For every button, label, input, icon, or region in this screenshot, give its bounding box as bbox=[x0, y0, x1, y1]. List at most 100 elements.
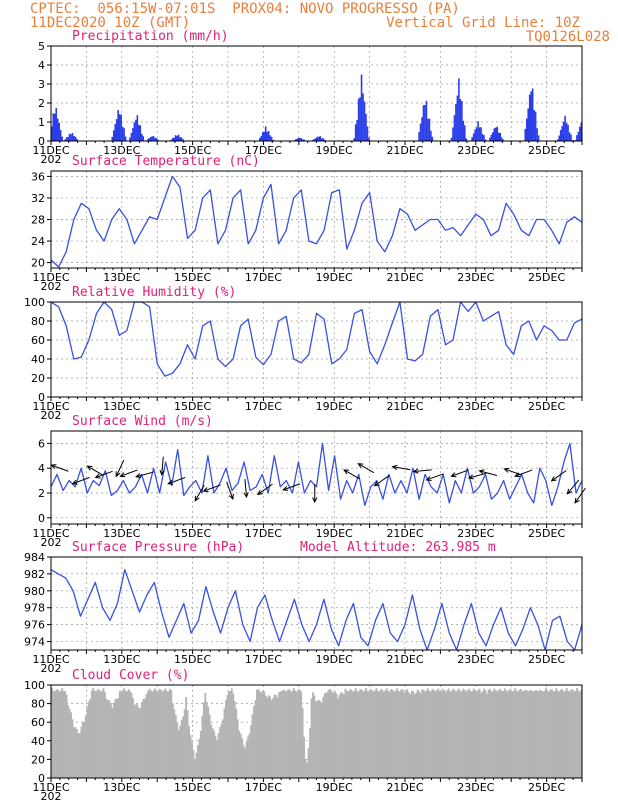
wind-arrow bbox=[503, 467, 522, 476]
cloud-bar bbox=[313, 695, 316, 778]
cloud-bar bbox=[176, 722, 179, 778]
cloud-bar bbox=[494, 690, 497, 778]
cloud-bar bbox=[199, 730, 202, 778]
precip-bar bbox=[528, 94, 531, 141]
precip-bar bbox=[428, 118, 431, 141]
cloud-bar bbox=[154, 688, 157, 778]
cloud-bar bbox=[107, 700, 109, 778]
cloud-bar bbox=[71, 719, 74, 778]
wind-arrow-head bbox=[566, 488, 573, 495]
x-tick-label: 15DEC bbox=[174, 781, 211, 794]
cloud-bar bbox=[441, 688, 444, 778]
cloud-bar bbox=[166, 691, 168, 778]
precip-bar bbox=[149, 137, 152, 141]
precip-bar bbox=[139, 125, 142, 141]
y-tick-label: 982 bbox=[24, 568, 45, 581]
cloud-bar bbox=[102, 688, 105, 778]
cloud-bar bbox=[250, 725, 252, 778]
wind-arrow-head bbox=[256, 489, 263, 496]
wind-arrow bbox=[412, 468, 432, 474]
cloud-bar bbox=[520, 688, 522, 778]
precip-title: Precipitation (mm/h) bbox=[72, 29, 229, 44]
cloud-bar bbox=[419, 693, 422, 778]
precip-bar bbox=[148, 138, 150, 141]
cloud-bar bbox=[171, 703, 174, 778]
cloud-bar bbox=[99, 691, 102, 778]
wind-arrow-head bbox=[94, 473, 101, 479]
wind-arrow bbox=[373, 475, 390, 487]
precip-bar bbox=[353, 138, 355, 141]
wind-arrow bbox=[86, 465, 104, 476]
precip-bar bbox=[71, 133, 74, 141]
precip-bar bbox=[70, 134, 72, 141]
x-tick-label: 21DEC bbox=[386, 781, 423, 794]
precip-bar bbox=[531, 88, 534, 141]
cloud-bar bbox=[415, 692, 418, 778]
wind-arrow-shaft bbox=[392, 466, 411, 471]
cloud-bar bbox=[139, 708, 142, 778]
cloud-bar bbox=[399, 691, 401, 778]
precip-bar bbox=[500, 137, 503, 141]
precip-bar bbox=[425, 100, 428, 141]
cloud-bar bbox=[289, 691, 292, 778]
precip-bar bbox=[260, 135, 263, 141]
cloud-bar bbox=[270, 700, 273, 778]
cloud-bar bbox=[79, 732, 81, 778]
wind-arrow-head bbox=[412, 468, 419, 474]
precip-bar bbox=[571, 139, 574, 141]
x-tick-label: 19DEC bbox=[316, 653, 353, 666]
precip-bar bbox=[65, 137, 68, 141]
cloud-bar bbox=[152, 690, 155, 778]
precip-bar bbox=[568, 132, 571, 141]
cloud-bar bbox=[502, 691, 505, 778]
cloud-bar bbox=[163, 690, 165, 778]
cloud-bar bbox=[551, 689, 553, 778]
cloud-bar bbox=[475, 691, 478, 778]
cloud-bar bbox=[278, 692, 280, 778]
x-tick-label: 21DEC bbox=[386, 271, 423, 284]
cloud-bar bbox=[350, 689, 353, 778]
cloud-bar bbox=[553, 690, 556, 778]
cloud-bar bbox=[543, 690, 546, 778]
cloud-bar bbox=[387, 690, 390, 778]
wind-arrow-head bbox=[478, 469, 485, 475]
cloud-bar bbox=[68, 708, 71, 778]
precip-bar bbox=[481, 134, 484, 141]
precip-bar bbox=[258, 138, 261, 141]
cloud-bar bbox=[334, 691, 336, 778]
wind-arrow-shaft bbox=[120, 469, 138, 477]
cloud-bar bbox=[195, 752, 198, 778]
cloud-bar bbox=[546, 690, 549, 778]
cloud-panel bbox=[47, 684, 583, 782]
cloud-bar bbox=[518, 689, 521, 778]
cloud-bar bbox=[472, 688, 475, 778]
cloud-bar bbox=[104, 692, 106, 778]
cloud-bar bbox=[228, 691, 230, 778]
cloud-bar bbox=[322, 696, 325, 778]
cloud-bar bbox=[210, 724, 213, 778]
y-tick-label: 100 bbox=[24, 296, 45, 309]
x-tick-label: 19DEC bbox=[316, 144, 353, 157]
precip-bar bbox=[123, 128, 125, 141]
cloud-bar bbox=[58, 691, 61, 778]
wind-arrow-head bbox=[119, 472, 126, 478]
precip-bar bbox=[51, 126, 53, 141]
y-tick-label: 20 bbox=[31, 753, 45, 766]
cloud-bar bbox=[126, 691, 128, 778]
cloud-bar bbox=[549, 689, 552, 778]
wind-arrow-head bbox=[514, 472, 521, 478]
cloud-bar bbox=[138, 707, 140, 778]
x-tick-label: 17DEC bbox=[245, 271, 282, 284]
cloud-bar bbox=[260, 692, 263, 778]
cloud-bar bbox=[81, 722, 84, 778]
cloud-bar bbox=[527, 691, 530, 778]
cloud-bar bbox=[272, 698, 275, 778]
cloud-bar bbox=[115, 698, 118, 778]
cloud-bar bbox=[509, 688, 512, 778]
precip-bar bbox=[59, 129, 62, 141]
cloud-bar bbox=[434, 691, 437, 778]
precip-bar bbox=[492, 132, 494, 141]
cloud-bar bbox=[108, 700, 111, 778]
precip-bar bbox=[298, 138, 301, 141]
cloud-bar bbox=[374, 690, 376, 778]
